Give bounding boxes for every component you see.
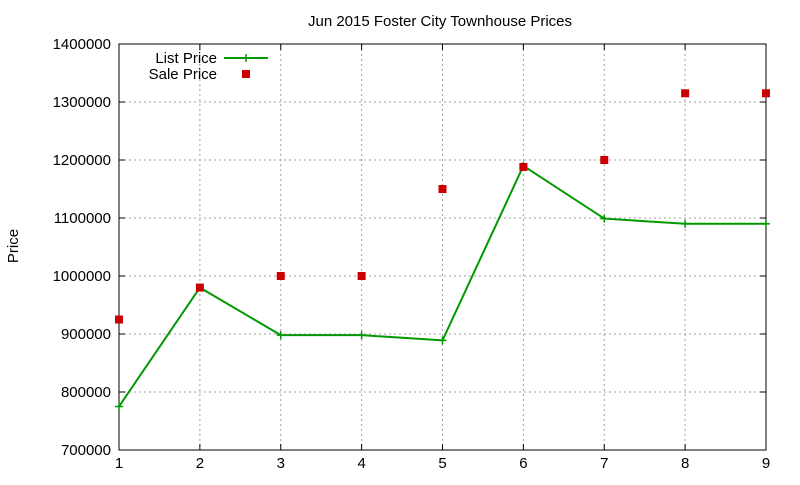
x-tick-label: 7	[600, 455, 608, 472]
y-tick-label: 900000	[61, 326, 111, 343]
data-point	[115, 402, 123, 411]
data-point	[357, 331, 366, 340]
grid-lines	[119, 44, 766, 450]
data-point	[276, 272, 285, 280]
data-point	[762, 89, 770, 98]
data-point	[115, 315, 123, 324]
data-point	[438, 185, 447, 193]
y-tick-label: 1100000	[54, 210, 111, 227]
legend-label: List Price	[155, 50, 217, 67]
series-layer	[115, 89, 770, 411]
y-tick-label: 1200000	[53, 152, 111, 169]
y-tick-label: 1300000	[53, 94, 111, 111]
x-tick-label: 4	[357, 455, 365, 472]
x-tick-label: 1	[115, 455, 123, 472]
data-point	[762, 219, 770, 228]
data-point	[600, 214, 609, 223]
x-tick-label: 9	[762, 455, 770, 472]
legend-marker	[242, 54, 250, 62]
y-axis-label: Price	[5, 229, 22, 263]
x-tick-label: 8	[681, 455, 689, 472]
chart-title: Jun 2015 Foster City Townhouse Prices	[308, 13, 572, 30]
legend-marker	[242, 70, 250, 78]
data-point	[195, 283, 204, 292]
y-tick-label: 1400000	[53, 36, 111, 53]
y-tick-label: 800000	[61, 384, 111, 401]
data-point	[600, 156, 609, 164]
series-sale-price	[115, 89, 770, 324]
axis-ticks: 1 2 3 4 5 6 7 8 9 700000 800000 900000 1000000 110000…	[53, 36, 771, 472]
data-point	[357, 272, 366, 280]
data-point	[276, 331, 285, 340]
x-tick-label: 2	[196, 455, 204, 472]
data-point	[681, 89, 690, 98]
y-tick-label: 700000	[61, 442, 111, 459]
x-tick-label: 3	[277, 455, 285, 472]
y-tick-label: 1000000	[53, 268, 111, 285]
data-point	[519, 162, 528, 171]
data-point	[681, 219, 690, 228]
x-tick-label: 5	[438, 455, 446, 472]
x-tick-label: 6	[519, 455, 527, 472]
legend-label: Sale Price	[149, 66, 217, 83]
data-point	[438, 336, 447, 345]
